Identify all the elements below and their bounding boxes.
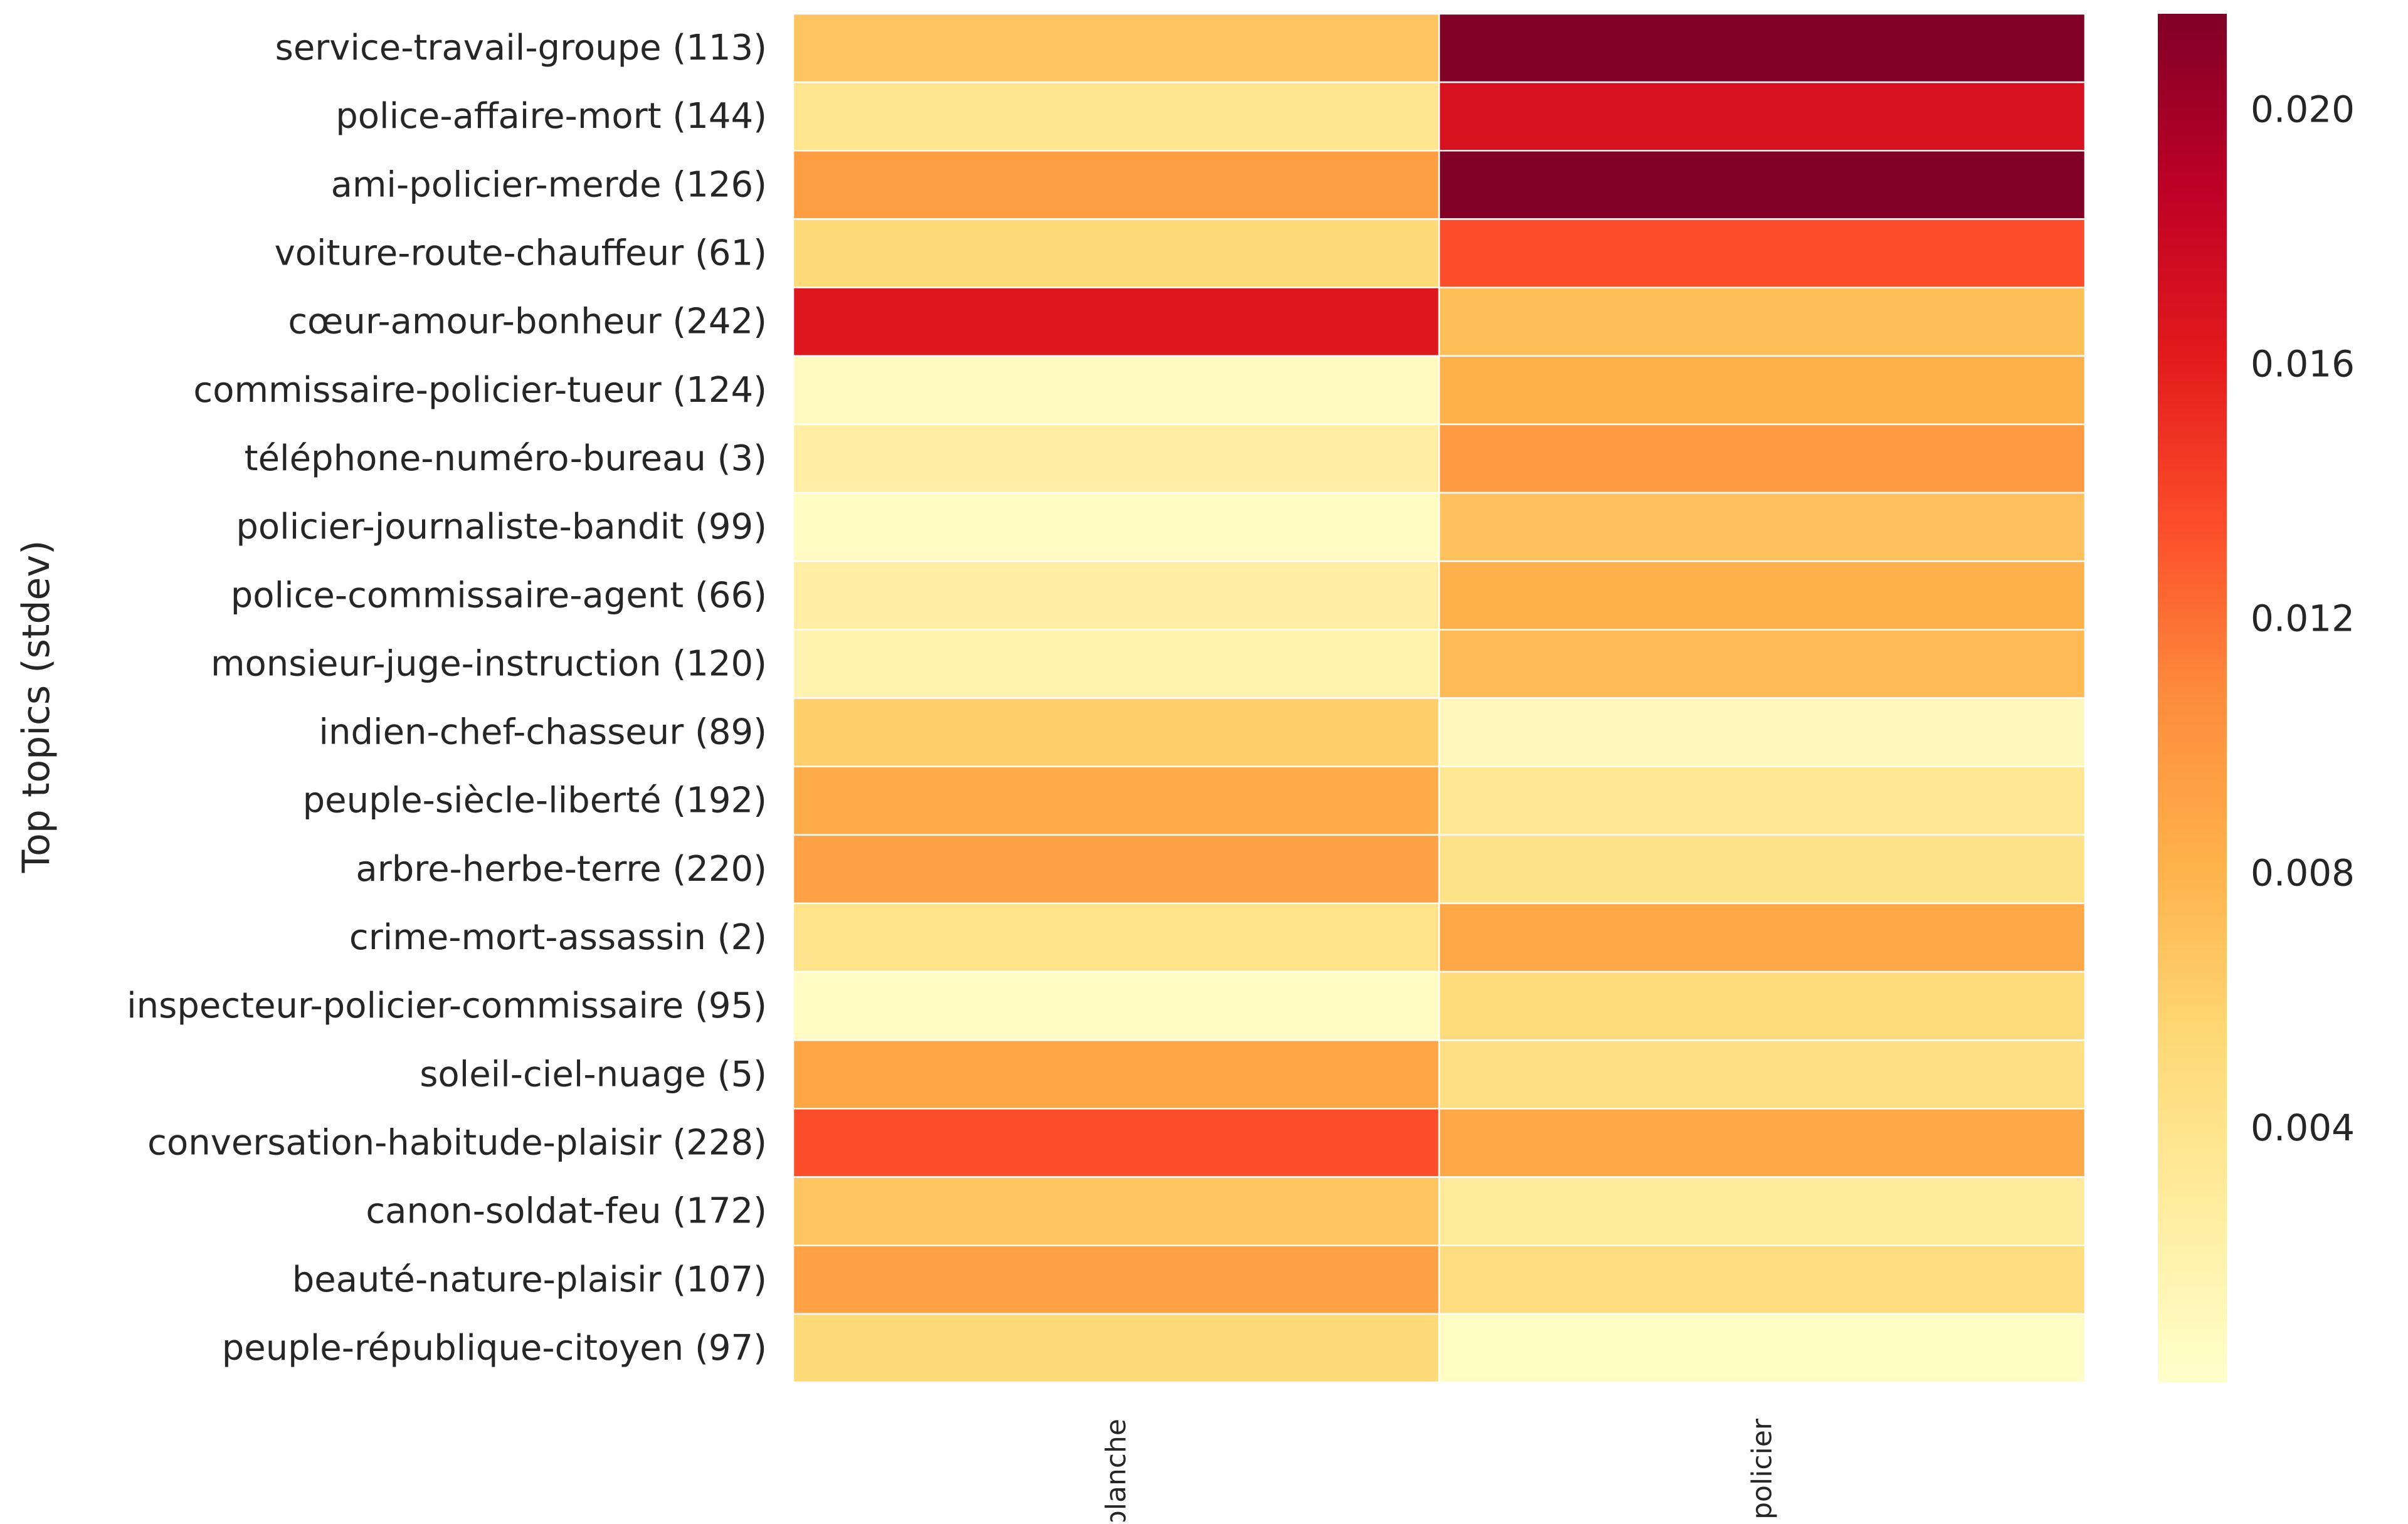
heatmap-cell [792, 560, 1440, 631]
y-tick-label: inspecteur-policier-commissaire (95) [127, 985, 767, 1026]
colorbar: 0.004 0.008 0.012 0.016 0.020 [2158, 14, 2355, 1382]
heatmap-cell [792, 218, 1440, 288]
y-tick-label: cœur-amour-bonheur (242) [288, 302, 767, 342]
heatmap-cell [1438, 491, 2086, 562]
colorbar-tick-label: 0.004 [2251, 1106, 2355, 1149]
heatmap-cell [792, 765, 1440, 836]
heatmap-cell [792, 629, 1440, 699]
heatmap-cell [792, 491, 1440, 562]
heatmap-cell [792, 697, 1440, 767]
heatmap-cell [792, 81, 1440, 152]
heatmap-cell [1438, 286, 2086, 357]
x-tick-label: policier [1746, 1418, 1778, 1520]
heatmap-cell [1438, 697, 2086, 767]
y-tick-label: police-commissaire-agent (66) [231, 575, 767, 616]
y-tick-label: ami-policier-merde (126) [331, 164, 767, 205]
heatmap-cells [792, 13, 2086, 1384]
heatmap-cell [792, 355, 1440, 426]
heatmap-cell [1438, 1039, 2086, 1110]
heatmap-cell [1438, 13, 2086, 83]
heatmap-cell [1438, 970, 2086, 1041]
y-tick-label: policier-journaliste-bandit (99) [236, 507, 767, 547]
heatmap-cell [792, 150, 1440, 220]
heatmap-cell [792, 1108, 1440, 1178]
y-tick-label: soleil-ciel-nuage (5) [420, 1054, 767, 1095]
heatmap-cell [792, 1313, 1440, 1384]
y-tick-label: beauté-nature-plaisir (107) [292, 1259, 767, 1300]
x-tick-label: blanche [1101, 1419, 1133, 1521]
y-tick-label: peuple-république-citoyen (97) [222, 1328, 767, 1369]
heatmap-cell [1438, 355, 2086, 426]
y-tick-labels: service-travail-groupe (113) police-affai… [127, 28, 767, 1369]
y-tick-label: indien-chef-chasseur (89) [319, 712, 767, 753]
colorbar-ticks: 0.004 0.008 0.012 0.016 0.020 [2251, 88, 2355, 1149]
heatmap-cell [1438, 902, 2086, 973]
heatmap-cell [1438, 423, 2086, 494]
heatmap-cell [1438, 150, 2086, 220]
heatmap-cell [792, 1039, 1440, 1110]
heatmap-cell [792, 423, 1440, 494]
heatmap-cell [792, 902, 1440, 973]
colorbar-tick-label: 0.016 [2251, 342, 2355, 385]
heatmap-cell [792, 1176, 1440, 1246]
x-tick-labels: blanche policier [1101, 1418, 1778, 1524]
y-tick-label: voiture-route-chauffeur (61) [275, 233, 767, 274]
colorbar-tick-label: 0.012 [2251, 597, 2355, 640]
y-tick-label: peuple-siècle-liberté (192) [303, 780, 767, 821]
heatmap-cell [1438, 765, 2086, 836]
y-tick-label: téléphone-numéro-bureau (3) [245, 438, 767, 479]
heatmap-cell [1438, 218, 2086, 288]
heatmap-cell [1438, 834, 2086, 905]
heatmap-cell [792, 834, 1440, 905]
y-tick-label: arbre-herbe-terre (220) [356, 849, 767, 890]
y-tick-label: conversation-habitude-plaisir (228) [147, 1122, 767, 1163]
heatmap-cell [792, 1244, 1440, 1315]
heatmap-cell [1438, 629, 2086, 699]
colorbar-tick-label: 0.008 [2251, 852, 2355, 895]
heatmap-cell [792, 970, 1440, 1041]
heatmap-cell [1438, 560, 2086, 631]
y-tick-label: police-affaire-mort (144) [335, 96, 767, 137]
y-tick-label: monsieur-juge-instruction (120) [211, 643, 767, 684]
heatmap-cell [1438, 81, 2086, 152]
y-tick-label: commissaire-policier-tueur (124) [193, 370, 767, 411]
colorbar-tick-label: 0.020 [2251, 88, 2355, 130]
y-tick-label: crime-mort-assassin (2) [349, 917, 767, 958]
heatmap-cell [1438, 1176, 2086, 1246]
colorbar-gradient [2158, 14, 2227, 1382]
y-tick-label: service-travail-groupe (113) [275, 28, 767, 68]
heatmap-cell [1438, 1313, 2086, 1384]
heatmap-cell [792, 13, 1440, 83]
heatmap-cell [792, 286, 1440, 357]
y-tick-label: canon-soldat-feu (172) [366, 1191, 767, 1232]
y-axis-label: Top topics (stdev) [14, 540, 58, 874]
heatmap-cell [1438, 1244, 2086, 1315]
heatmap-cell [1438, 1108, 2086, 1178]
